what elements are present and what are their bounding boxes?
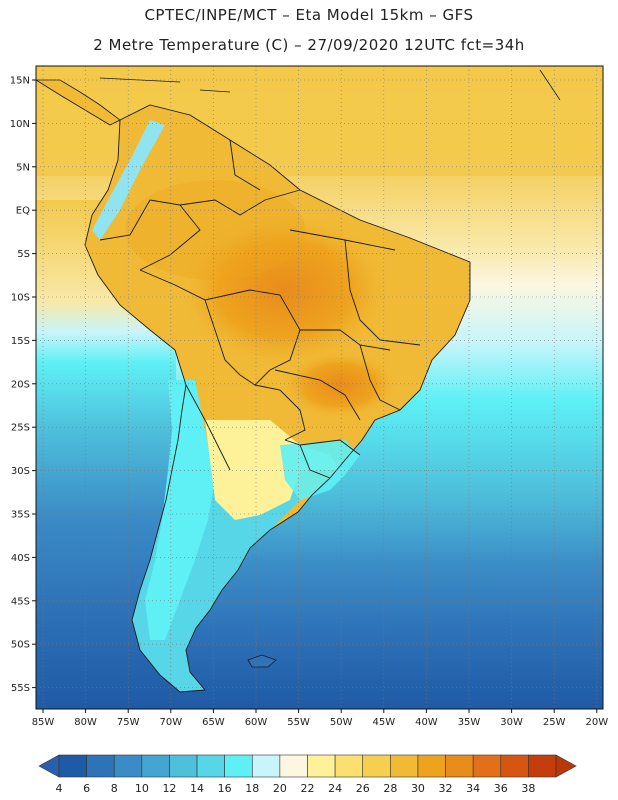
south-brazil-cool: [280, 440, 360, 500]
colorbar-segment: [224, 754, 253, 778]
colorbar-segment: [251, 754, 281, 778]
lon-label: 50W: [330, 717, 353, 728]
colorbar-tick-label: 8: [111, 782, 118, 795]
colorbar-segment: [58, 754, 87, 778]
lon-label: 45W: [372, 717, 395, 728]
colorbar-segment: [307, 754, 336, 778]
map-frame: [35, 65, 604, 710]
longitude-labels: 85W 80W 75W 70W 65W 60W 55W 50W 45W 40W 35W 30W 25W 2…: [32, 709, 608, 728]
colorbar-tick-label: 28: [383, 782, 397, 795]
colorbar-segment: [500, 754, 529, 778]
andes-north-cold: [92, 120, 165, 240]
colorbar-segment: [362, 754, 391, 778]
lat-label: 5N: [16, 162, 30, 173]
lon-label: 35W: [458, 717, 481, 728]
map-grid: [36, 66, 603, 709]
colorbar-tick-label: 20: [273, 782, 287, 795]
country-borders: [84, 104, 471, 693]
colorbar-tick-label: 12: [162, 782, 176, 795]
lat-label: 35S: [11, 510, 30, 521]
colorbar-segment: [417, 754, 446, 778]
colorbar-segment: [196, 754, 225, 778]
colorbar-segment: [141, 754, 170, 778]
chart-title-line2: 2 Metre Temperature (C) – 27/09/2020 12U…: [93, 36, 525, 54]
lat-label: 25S: [11, 423, 30, 434]
lat-label: 5S: [17, 249, 30, 260]
colorbar-tick-label: 4: [56, 782, 63, 795]
lat-label: 10S: [11, 293, 30, 304]
colorbar-tick-label: 18: [245, 782, 259, 795]
lon-label: 40W: [415, 717, 438, 728]
colorbar-segment: [86, 754, 115, 778]
lon-label: 60W: [245, 717, 268, 728]
colorbar-tick-label: 14: [190, 782, 204, 795]
colorbar-segment: [472, 754, 502, 778]
lat-label: 30S: [11, 466, 30, 477]
central-america: [36, 79, 121, 126]
lon-label: 85W: [32, 717, 55, 728]
southeast-hot: [280, 350, 400, 420]
lat-label: 20S: [11, 379, 30, 390]
colorbar-segment: [113, 754, 143, 778]
colorbar-low-arrow: [38, 754, 60, 778]
colorbar-tick-label: 6: [83, 782, 90, 795]
colorbar-tick-label: 24: [328, 782, 342, 795]
colorbar-tick-label: 34: [466, 782, 480, 795]
colorbar-tick-label: 30: [411, 782, 425, 795]
lat-label: 15N: [10, 76, 30, 87]
lat-label: 50S: [11, 640, 30, 651]
colorbar-segment: [445, 754, 474, 778]
colorbar-tick-label: 16: [218, 782, 232, 795]
colorbar-segment: [390, 754, 419, 778]
lat-label: 15S: [11, 336, 30, 347]
colorbar-tick-label: 38: [521, 782, 535, 795]
andes-cold: [145, 380, 215, 640]
lon-label: 25W: [543, 717, 566, 728]
colorbar-segment: [279, 754, 308, 778]
lat-label: 55S: [11, 683, 30, 694]
colorbar-high-arrow: [555, 754, 577, 778]
lat-label: 45S: [11, 596, 30, 607]
falkland-islands: [247, 654, 277, 668]
lon-label: 30W: [500, 717, 523, 728]
colorbar-tick-label: 22: [301, 782, 315, 795]
latitude-labels: 15N 10N 5N EQ 5S 10S 15S 20S 25S 30S 35S 40S 45S 50S 5…: [10, 76, 36, 694]
colorbar-segment: [334, 754, 364, 778]
colorbar-tick-label: 36: [494, 782, 508, 795]
lon-label: 65W: [202, 717, 225, 728]
lon-label: 80W: [74, 717, 97, 728]
amazon-warm: [125, 180, 305, 280]
chart-title-line1: CPTEC/INPE/MCT – Eta Model 15km – GFS: [144, 6, 474, 24]
colorbar-segment: [169, 754, 198, 778]
lat-label: 10N: [10, 119, 30, 130]
colorbar-tick-label: 32: [439, 782, 453, 795]
lat-label: 40S: [11, 553, 30, 564]
lon-label: 70W: [159, 717, 182, 728]
lat-label: EQ: [16, 206, 30, 217]
lon-label: 20W: [585, 717, 608, 728]
lon-label: 75W: [117, 717, 140, 728]
pampas-mild: [205, 420, 340, 520]
colorbar: 4 6 8 10 12 14 16 18 20 22 24 26 28 30 32 34 36 38: [38, 754, 577, 795]
colorbar-tick-label: 26: [356, 782, 370, 795]
colorbar-segment: [528, 754, 557, 778]
lon-label: 55W: [287, 717, 310, 728]
colorbar-tick-label: 10: [135, 782, 149, 795]
